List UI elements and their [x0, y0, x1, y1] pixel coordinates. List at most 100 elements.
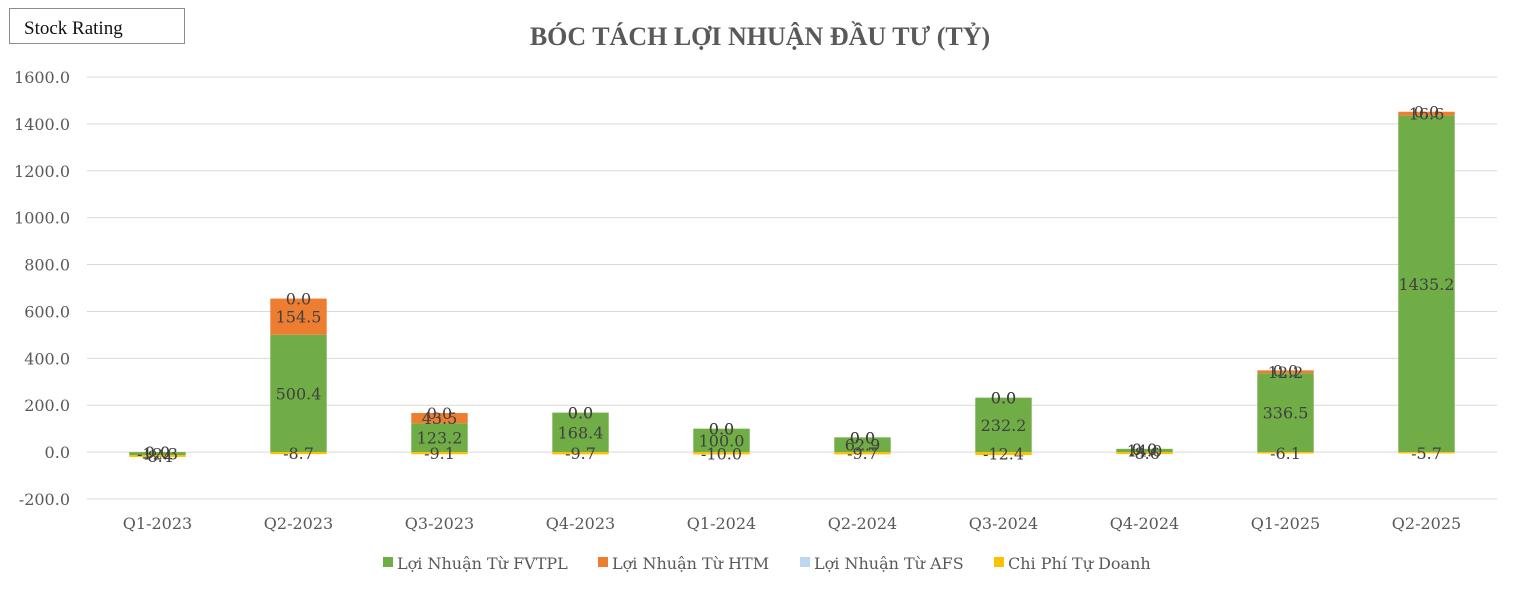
data-label: 0.0	[568, 404, 593, 423]
data-label: 0.0	[1132, 440, 1157, 459]
data-label: 0.0	[1414, 103, 1439, 122]
y-tick-label: 600.0	[24, 302, 70, 321]
stock-rating-badge: Stock Rating	[9, 8, 185, 44]
data-labels: -12.30.00.0-8.4500.4154.50.0-8.7123.243.…	[137, 103, 1455, 466]
bar-q2-2024-series-3	[834, 452, 891, 455]
bar-q3-2023-series-0	[411, 423, 468, 453]
bar-q2-2023-series-1	[270, 298, 327, 335]
x-tick-label: Q1-2023	[123, 514, 192, 533]
bar-q1-2023-series-3	[129, 454, 186, 457]
data-label: 12.2	[1268, 363, 1304, 382]
data-label: 100.0	[699, 431, 745, 450]
bar-series	[129, 111, 1455, 457]
data-label: 0.0	[850, 428, 875, 447]
y-tick-label: 800.0	[24, 256, 70, 275]
legend-swatch	[383, 557, 393, 567]
data-label: -8.6	[1129, 444, 1160, 463]
y-tick-label: 1600.0	[14, 68, 70, 87]
bar-q2-2025-series-0	[1398, 115, 1455, 453]
bar-q3-2023-series-1	[411, 413, 468, 424]
bar-q3-2024-series-0	[975, 397, 1032, 453]
bar-q2-2025-series-3	[1398, 452, 1455, 454]
data-label: 62.9	[845, 436, 881, 455]
bar-q4-2024-series-3	[1116, 452, 1173, 455]
legend-label: Lợi Nhuận Từ FVTPL	[397, 554, 568, 573]
bar-q2-2023-series-0	[270, 334, 327, 453]
x-tick-label: Q2-2024	[828, 514, 897, 533]
data-label: 123.2	[417, 429, 463, 448]
legend-label: Lợi Nhuận Từ HTM	[612, 554, 769, 573]
x-tick-label: Q4-2023	[546, 514, 615, 533]
bar-q4-2024-series-0	[1116, 448, 1173, 453]
data-label: 0.0	[709, 420, 734, 439]
data-label: -9.1	[424, 444, 455, 463]
data-label: -5.7	[1411, 444, 1442, 463]
x-tick-label: Q1-2025	[1251, 514, 1320, 533]
bar-q1-2023-series-0	[129, 452, 186, 455]
data-label: 232.2	[981, 416, 1027, 435]
data-label: -8.4	[142, 447, 173, 466]
data-label: 0.0	[145, 443, 170, 462]
y-tick-label: 400.0	[24, 349, 70, 368]
bar-q2-2025-series-1	[1398, 111, 1455, 116]
data-label: 168.4	[558, 423, 604, 442]
legend-label: Lợi Nhuận Từ AFS	[814, 554, 964, 573]
data-label: 43.5	[422, 409, 458, 428]
bar-q1-2025-series-0	[1257, 373, 1314, 453]
data-label: -12.4	[983, 445, 1024, 464]
data-label: 500.4	[276, 384, 322, 403]
data-label: 1435.2	[1399, 275, 1455, 294]
x-axis-ticks: Q1-2023 Q2-2023 Q3-2023 Q4-2023 Q1-2024 Q2-20…	[123, 514, 1461, 533]
bar-q1-2024-series-0	[693, 428, 750, 453]
data-label: -12.3	[137, 445, 178, 464]
data-label: 0.0	[991, 389, 1016, 408]
data-label: 0.0	[991, 389, 1016, 408]
data-label: 14.0	[1127, 441, 1163, 460]
bar-q2-2024-series-0	[834, 437, 891, 453]
y-axis-ticks: -200.0 0.0 200.0 400.0 600.0 800.0 1000.0 1200.…	[14, 68, 70, 509]
bar-q4-2023-series-3	[552, 452, 609, 455]
legend-swatch	[994, 557, 1004, 567]
bar-q3-2023-series-3	[411, 452, 468, 455]
legend-label: Chi Phí Tự Doanh	[1008, 554, 1151, 573]
x-tick-label: Q1-2024	[687, 514, 756, 533]
bar-q1-2024-series-3	[693, 452, 750, 455]
data-label: -9.7	[565, 444, 596, 463]
y-tick-label: -200.0	[19, 490, 70, 509]
legend: Lợi Nhuận Từ FVTPL Lợi Nhuận Từ HTM Lợi Nh…	[383, 554, 1151, 573]
data-label: 0.0	[850, 428, 875, 447]
data-label: 16.6	[1409, 105, 1445, 124]
data-label: 0.0	[1132, 440, 1157, 459]
legend-swatch	[800, 557, 810, 567]
data-label: 0.0	[286, 290, 311, 309]
legend-swatch	[598, 557, 608, 567]
data-label: 154.5	[276, 308, 322, 327]
x-tick-label: Q3-2023	[405, 514, 474, 533]
y-tick-label: 1000.0	[14, 209, 70, 228]
chart-title: BÓC TÁCH LỢI NHUẬN ĐẦU TƯ (TỶ)	[530, 22, 990, 51]
data-label: 336.5	[1263, 404, 1309, 423]
y-tick-label: 200.0	[24, 396, 70, 415]
bar-q2-2023-series-3	[270, 452, 327, 455]
x-tick-label: Q2-2025	[1392, 514, 1461, 533]
data-label: -8.7	[283, 444, 314, 463]
x-tick-label: Q4-2024	[1110, 514, 1179, 533]
bar-q4-2023-series-0	[552, 412, 609, 453]
y-tick-label: 1400.0	[14, 115, 70, 134]
x-tick-label: Q3-2024	[969, 514, 1038, 533]
x-tick-label: Q2-2023	[264, 514, 333, 533]
data-label: 0.0	[709, 420, 734, 439]
bar-q1-2025-series-1	[1257, 370, 1314, 374]
data-label: 0.0	[1273, 361, 1298, 380]
data-label: 0.0	[145, 443, 170, 462]
y-tick-label: 1200.0	[14, 162, 70, 181]
bar-q3-2024-series-3	[975, 452, 1032, 456]
data-label: -6.1	[1270, 444, 1301, 463]
data-label: -10.0	[701, 444, 742, 463]
data-label: 0.0	[568, 404, 593, 423]
bar-q1-2025-series-3	[1257, 452, 1314, 454]
data-label: -9.7	[847, 444, 878, 463]
data-label: 0.0	[427, 404, 452, 423]
y-tick-label: 0.0	[45, 443, 70, 462]
